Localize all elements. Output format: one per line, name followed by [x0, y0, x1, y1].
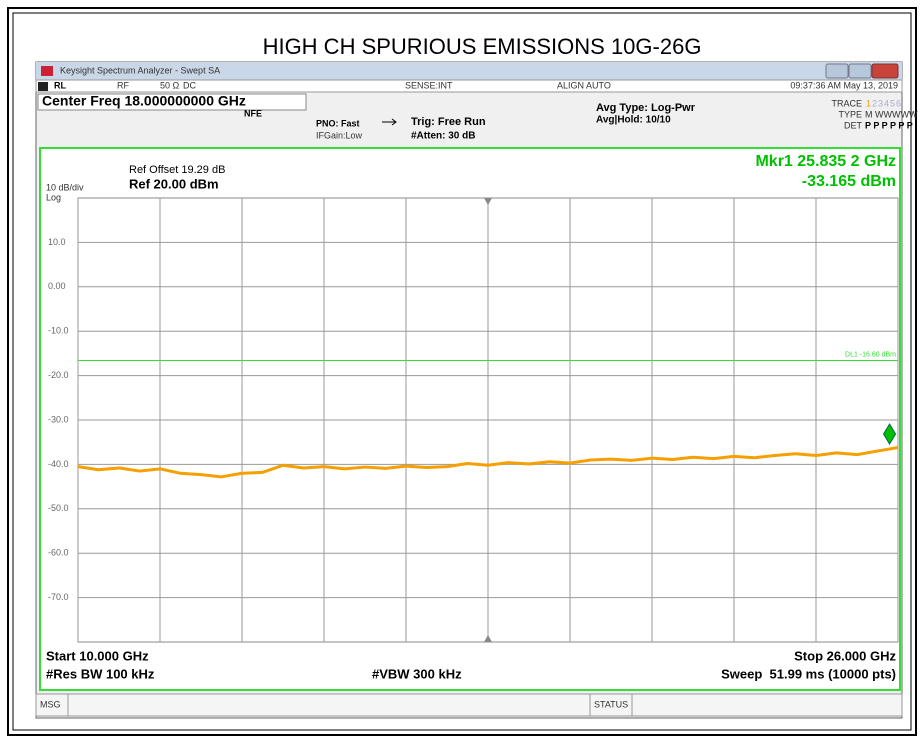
y-tick-label: 10.0 — [48, 237, 66, 247]
type-value: M WWWWW — [865, 109, 918, 119]
y-tick-label: -50.0 — [48, 503, 69, 513]
atten: #Atten: 30 dB — [411, 131, 475, 142]
y-tick-label: -70.0 — [48, 592, 69, 602]
maximize-button[interactable] — [848, 63, 872, 79]
y-tick-label: -20.0 — [48, 370, 69, 380]
display — [39, 147, 901, 691]
nfe: NFE — [244, 108, 262, 118]
y-tick-label: -60.0 — [48, 548, 69, 558]
remote-icon — [38, 82, 48, 91]
start: Start 10.000 GHz — [46, 648, 149, 663]
center-freq-box[interactable] — [37, 93, 307, 111]
trace-number: 5 — [890, 98, 895, 108]
trace — [77, 446, 899, 479]
det-value: P P P P P P — [865, 120, 913, 130]
inner-frame — [12, 12, 912, 731]
trace-number: 1 — [866, 98, 871, 108]
marker — [882, 423, 897, 446]
trace-number: 3 — [878, 98, 883, 108]
close-button[interactable] — [871, 63, 899, 79]
trig: Trig: Free Run — [411, 116, 486, 128]
app-icon — [41, 66, 53, 76]
avg-hold: Avg|Hold: 10/10 — [596, 115, 671, 126]
rf: RF — [117, 80, 129, 90]
ref-offset: Ref Offset 19.29 dB — [129, 164, 225, 176]
marker-label: Mkr1 25.835 2 GHz — [755, 153, 896, 170]
rl: RL — [54, 80, 66, 90]
ref-level: Ref 20.00 dBm — [129, 176, 219, 191]
display-line-label: DL1 -16.60 dBm — [845, 351, 896, 358]
trace-number: 2 — [872, 98, 877, 108]
sweep: Sweep 51.99 ms (10000 pts) — [721, 666, 896, 681]
type-label: TYPE — [838, 109, 862, 119]
outer-frame — [7, 7, 917, 736]
trace-number: 4 — [884, 98, 889, 108]
coupling: DC — [183, 80, 196, 90]
center-freq: Center Freq 18.000000000 GHz — [42, 93, 246, 109]
msg: MSG — [40, 699, 61, 709]
scale: 10 dB/div — [46, 182, 84, 192]
impedance: 50 Ω — [160, 80, 180, 90]
y-tick-label: -30.0 — [48, 414, 69, 424]
y-tick-label: -10.0 — [48, 326, 69, 336]
pno: PNO: Fast — [316, 118, 360, 128]
trace-label: TRACE — [831, 98, 862, 108]
vbw: #VBW 300 kHz — [372, 666, 462, 681]
avg-type: Avg Type: Log-Pwr — [596, 102, 696, 114]
sense: SENSE:INT — [405, 80, 453, 90]
det-label: DET — [844, 120, 863, 130]
page-title: HIGH CH SPURIOUS EMISSIONS 10G-26G — [263, 34, 702, 59]
window-title: Keysight Spectrum Analyzer - Swept SA — [60, 65, 220, 75]
message-bar — [35, 693, 903, 717]
y-tick-label: -40.0 — [48, 459, 69, 469]
title-bar — [36, 62, 902, 80]
trigger-arrow — [382, 118, 397, 126]
time: 09:37:36 AM May 13, 2019 — [790, 80, 898, 90]
ifgain: IFGain:Low — [316, 130, 363, 140]
y-tick-label: 0.00 — [48, 281, 66, 291]
align: ALIGN AUTO — [557, 80, 611, 90]
trace-number: 6 — [896, 98, 901, 108]
status-row — [35, 79, 903, 93]
rbw: #Res BW 100 kHz — [46, 666, 155, 681]
stop: Stop 26.000 GHz — [794, 648, 896, 663]
minimize-button[interactable] — [825, 63, 849, 79]
scale-type: Log — [46, 192, 61, 202]
marker-value: -33.165 dBm — [802, 173, 896, 190]
status: STATUS — [594, 699, 628, 709]
